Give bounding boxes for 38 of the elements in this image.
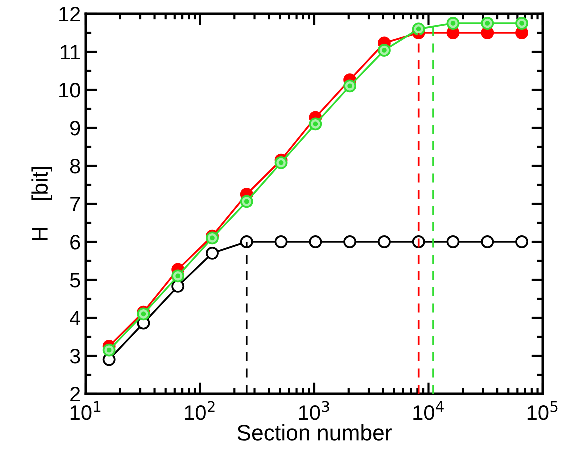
point (446, 17, 460, 30)
y-tick-label: 2 (70, 387, 80, 402)
point (344, 80, 357, 93)
x-tick-label: 10$^{2}$ (185, 401, 215, 420)
y-tick-label: 4 (70, 311, 81, 326)
point (481, 236, 494, 248)
y-tick-label: 7 (70, 197, 80, 212)
y-tick-label: 10 (60, 83, 80, 98)
y-tick-label: 3 (70, 349, 80, 364)
point (274, 236, 288, 248)
y-tick-label: 12 (60, 7, 80, 22)
y-tick-label: 6 (70, 235, 80, 250)
point (274, 156, 288, 170)
point (378, 44, 391, 57)
point (516, 17, 528, 30)
point (206, 246, 219, 260)
x-tick-label: 10$^{1}$ (70, 401, 101, 420)
point (378, 236, 391, 248)
point (172, 270, 185, 283)
x-tick-label: 10$^{5}$ (528, 401, 558, 420)
y-tick-label: 11 (61, 45, 80, 60)
y-axis-title: H [bit] (32, 167, 52, 240)
point (481, 17, 494, 30)
y-tick-label: 8 (70, 159, 80, 174)
point (516, 236, 528, 248)
point (309, 118, 322, 131)
y-tick-label: 9 (70, 121, 80, 136)
point (412, 22, 426, 36)
x-axis-title: Section number (238, 424, 392, 441)
point (240, 195, 254, 208)
point (102, 344, 116, 357)
point (446, 236, 460, 248)
x-tick-label: 10$^{3}$ (299, 401, 330, 420)
point (309, 236, 322, 248)
point (172, 280, 185, 293)
x-tick-label: 10$^{4}$ (414, 401, 444, 420)
point (344, 236, 357, 248)
y-tick-label: 5 (70, 273, 80, 288)
